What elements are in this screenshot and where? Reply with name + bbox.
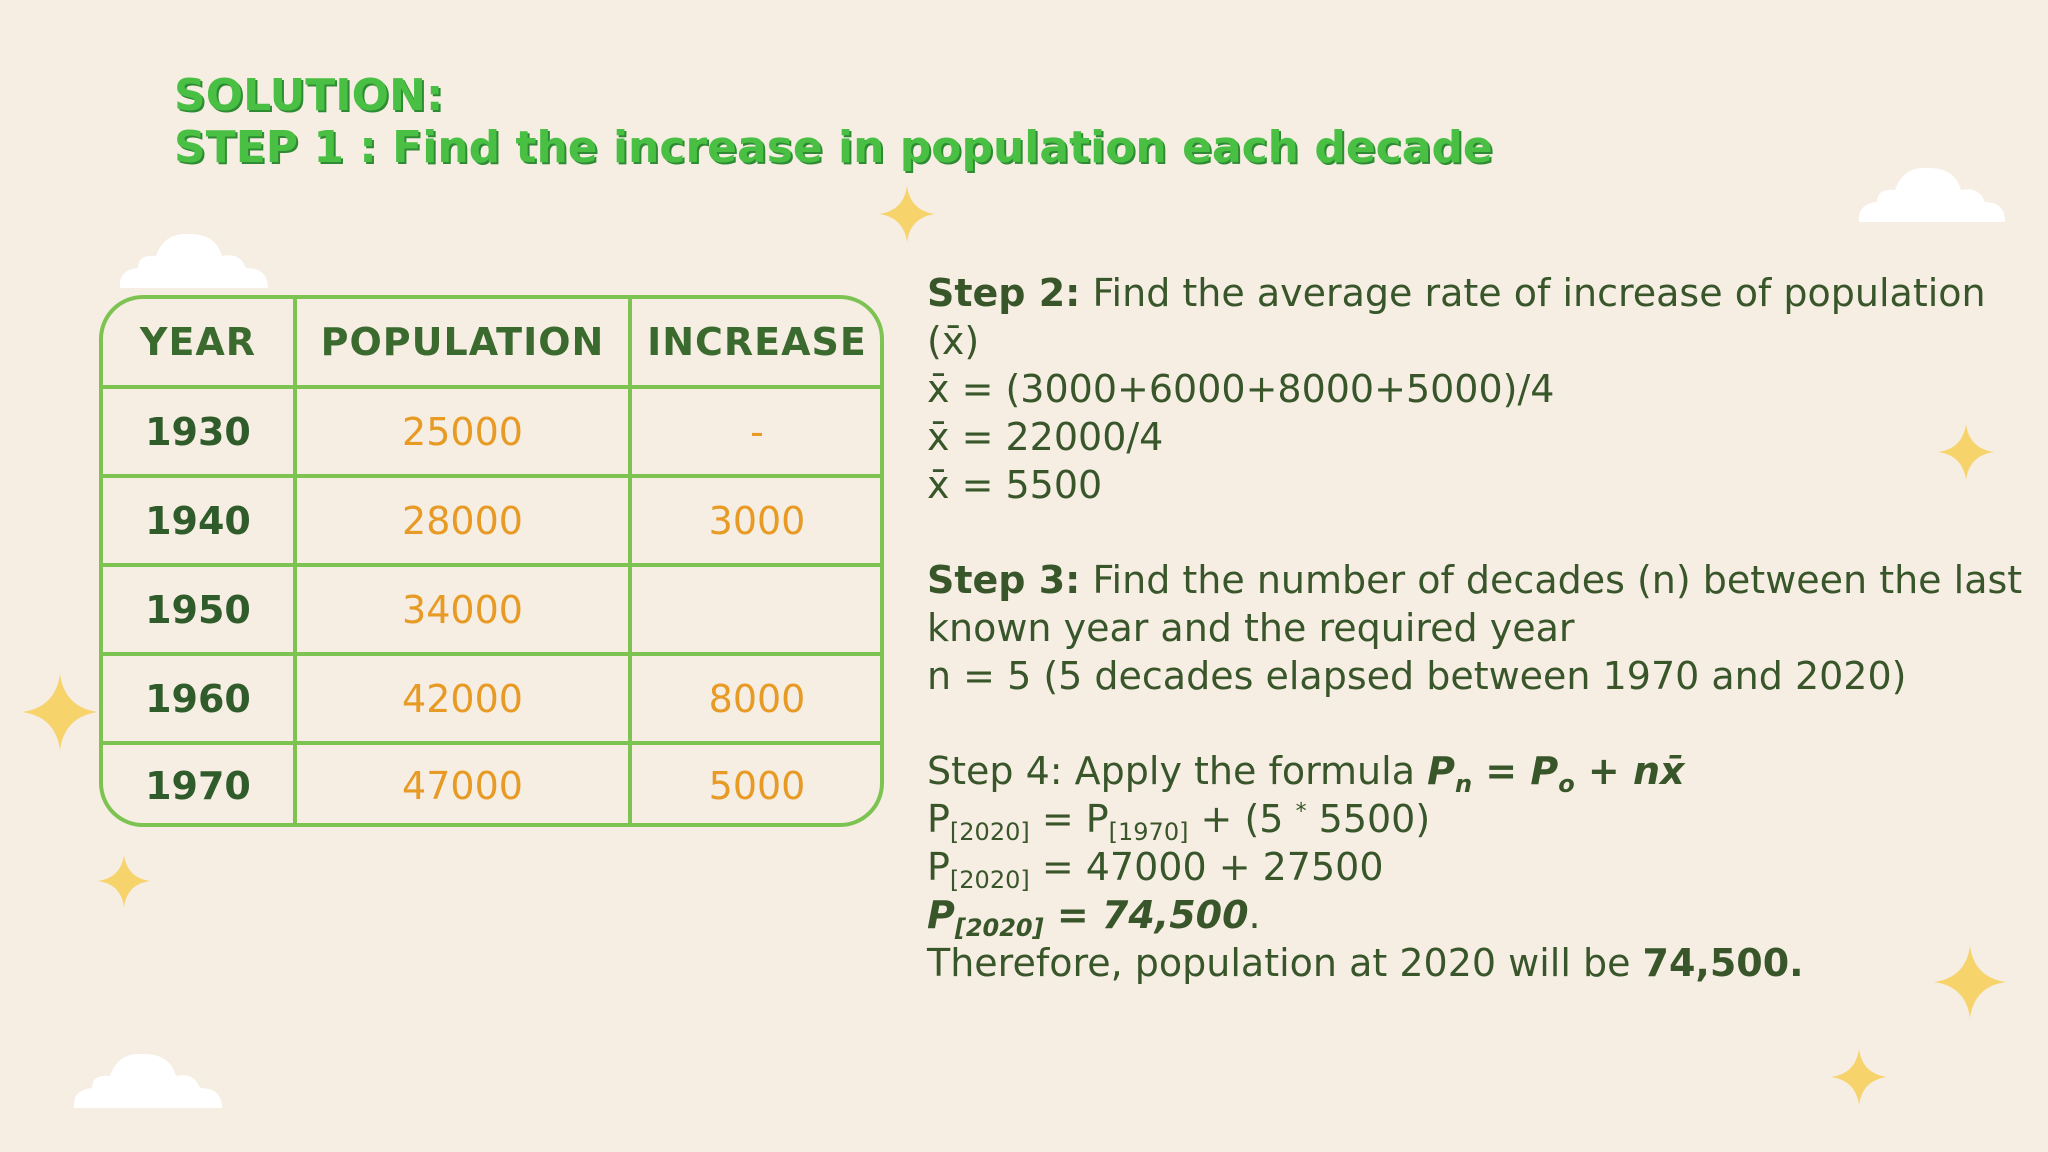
step4-text: Step 4: Apply the formula: [927, 749, 1428, 793]
sparkle-star-icon: [1934, 946, 2006, 1018]
formula-sub-o: o: [1558, 770, 1575, 798]
table-column-divider: [293, 299, 297, 823]
result-bold: P[2020] = 74,500: [927, 893, 1249, 940]
conclusion-line: Therefore, population at 2020 will be 74…: [927, 944, 1804, 982]
year-cell: 1960: [145, 676, 251, 721]
subscript-2020: [2020]: [949, 866, 1030, 894]
year-cell: 1970: [145, 764, 251, 808]
sparkle-star-icon: [22, 674, 98, 750]
step3-text: Find the number of decades (n) between t…: [1080, 558, 2023, 602]
increase-cell: 8000: [708, 676, 806, 721]
result-value: = 74,500: [1043, 893, 1249, 937]
population-cell: 25000: [402, 409, 523, 454]
p-symbol: P: [927, 845, 950, 889]
result-period: .: [1248, 893, 1261, 937]
increase-cell: 3000: [708, 498, 806, 543]
substitution-text: + (5: [1188, 797, 1296, 841]
step4-line: Step 4: Apply the formula Pn = Po + nx̄: [927, 749, 1685, 796]
increase-cell: -: [750, 409, 764, 454]
solution-heading: SOLUTION:: [174, 70, 444, 121]
table-row-divider: [103, 474, 880, 478]
increase-cell: 5000: [708, 764, 806, 808]
step2-text: Find the average rate of increase of pop…: [1080, 271, 1986, 315]
formula-p: P: [1427, 749, 1455, 793]
conclusion-value: 74,500.: [1642, 941, 1804, 985]
p-symbol: P: [927, 893, 955, 937]
column-header-population: POPULATION: [320, 320, 605, 364]
table-row-divider: [103, 563, 880, 567]
formula-eq: = P: [1472, 749, 1559, 793]
step3-line-2: known year and the required year: [927, 606, 1575, 650]
column-header-increase: INCREASE: [647, 320, 867, 364]
step2-equation-2: x̄ = 22000/4: [927, 415, 1164, 459]
step3-line-3: n = 5 (5 decades elapsed between 1970 an…: [927, 654, 1907, 698]
population-cell: 42000: [402, 676, 523, 721]
step3-label: Step 3:: [927, 558, 1081, 602]
step2-equation-1: x̄ = (3000+6000+8000+5000)/4: [927, 367, 1555, 411]
year-cell: 1950: [145, 587, 251, 632]
step4-sum: P[2020] = 47000 + 27500: [927, 845, 1384, 892]
step2-label: Step 2:: [927, 271, 1081, 315]
sum-text: = 47000 + 27500: [1029, 845, 1384, 889]
step1-heading: STEP 1 : Find the increase in population…: [174, 122, 1493, 173]
sparkle-star-icon: [879, 186, 935, 242]
multiply-symbol: *: [1295, 799, 1307, 825]
sparkle-star-icon: [1831, 1049, 1887, 1105]
substitution-end: 5500): [1306, 797, 1431, 841]
table-row-divider: [103, 741, 880, 745]
population-cell: 28000: [402, 498, 523, 543]
table-row-divider: [103, 385, 880, 389]
formula-sub-n: n: [1454, 770, 1473, 798]
cloud-icon: [1858, 167, 2005, 222]
year-cell: 1930: [145, 409, 251, 454]
column-header-year: YEAR: [139, 320, 257, 364]
cloud-icon: [119, 233, 269, 288]
table-column-divider: [628, 299, 632, 823]
sparkle-star-icon: [98, 855, 150, 907]
table-row-divider: [103, 652, 880, 656]
formula: Pn = Po + nx̄: [1427, 749, 1685, 796]
population-cell: 47000: [402, 764, 523, 808]
step4-result: P[2020] = 74,500.: [927, 893, 1261, 940]
step3-line: Step 3: Find the number of decades (n) b…: [927, 561, 2022, 599]
cloud-icon: [73, 1053, 223, 1108]
population-cell: 34000: [402, 587, 523, 632]
increase-cell: [632, 567, 880, 652]
formula-rest: + nx̄: [1574, 749, 1685, 793]
subscript-1970: [1970]: [1108, 818, 1189, 846]
p-symbol: P: [927, 797, 950, 841]
sparkle-star-icon: [1938, 424, 1994, 480]
subscript-2020: [2020]: [954, 914, 1044, 942]
year-cell: 1940: [145, 498, 251, 543]
step2-line: Step 2: Find the average rate of increas…: [927, 274, 1986, 312]
equals-p: = P: [1029, 797, 1109, 841]
population-table: YEAR POPULATION INCREASE 1930 25000 - 19…: [99, 295, 884, 827]
subscript-2020: [2020]: [949, 818, 1030, 846]
conclusion-text: Therefore, population at 2020 will be: [927, 941, 1643, 985]
step2-equation-3: x̄ = 5500: [927, 463, 1103, 507]
step2-mean-symbol: (x̄): [927, 319, 980, 363]
step4-substitution: P[2020] = P[1970] + (5 * 5500): [927, 797, 1431, 844]
